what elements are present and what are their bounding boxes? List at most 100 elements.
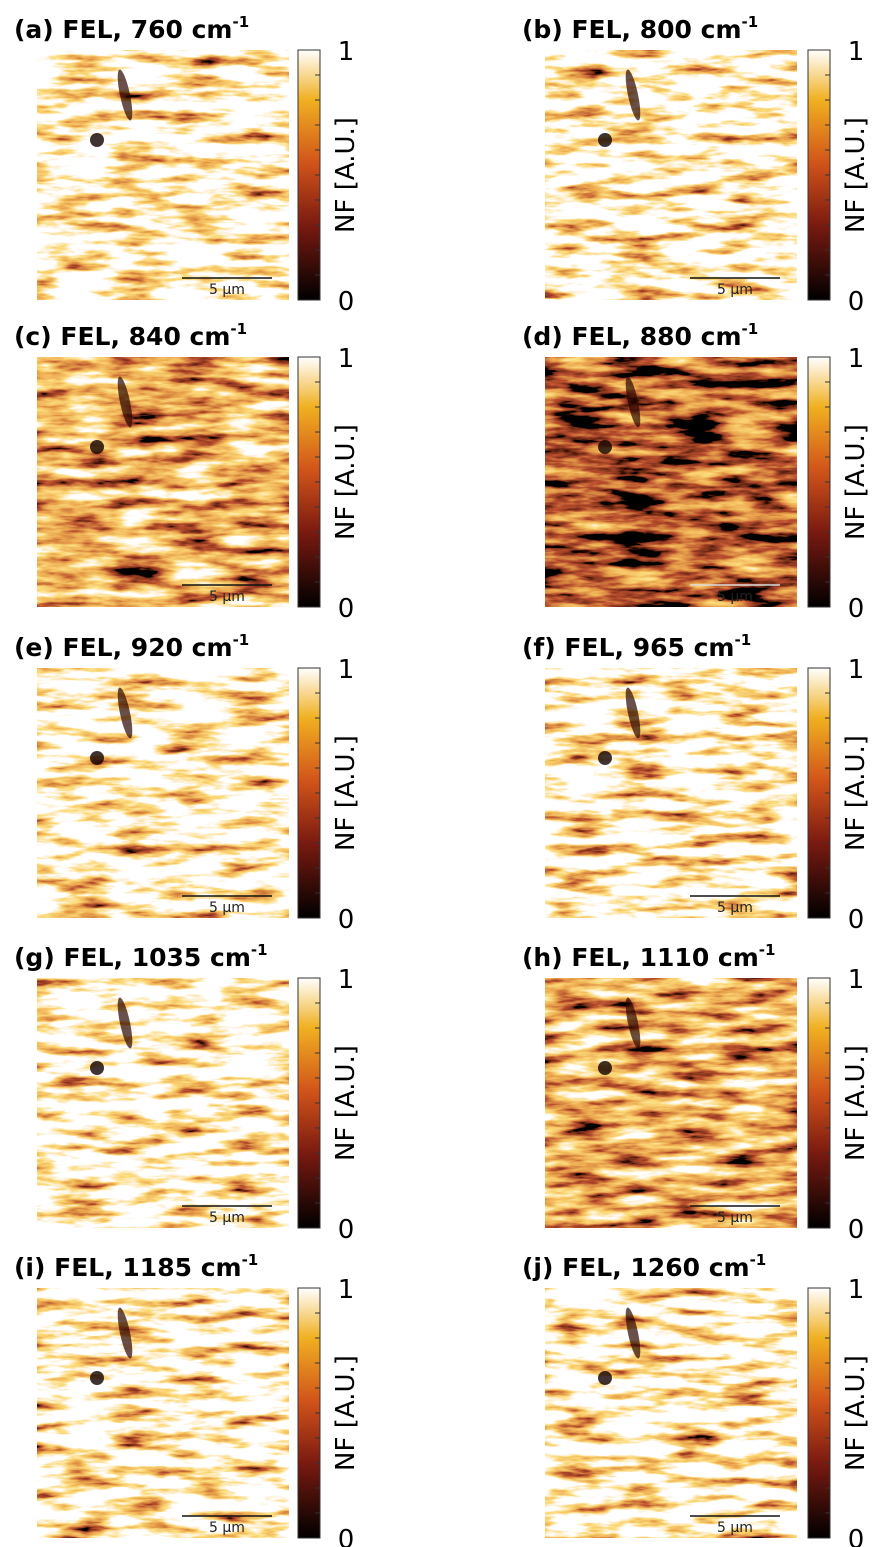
defect — [598, 133, 612, 147]
panel: (d) FEL, 880 cm-1 5 µm 1 0 NF [A.U.] — [522, 320, 871, 624]
title-text: (a) FEL, 760 cm — [14, 15, 232, 44]
defect — [90, 1371, 104, 1385]
defect — [625, 687, 641, 739]
title-superscript: -1 — [232, 13, 249, 31]
panel-title: (b) FEL, 800 cm-1 — [522, 13, 758, 44]
colorbar-label: NF [A.U.] — [331, 424, 361, 540]
panel-title: (g) FEL, 1035 cm-1 — [14, 941, 268, 972]
title-text: (c) FEL, 840 cm — [14, 322, 230, 351]
colorbar-min: 0 — [848, 1525, 865, 1547]
title-superscript: -1 — [742, 13, 759, 31]
nf-image — [37, 978, 289, 1228]
colorbar-max: 1 — [848, 655, 865, 685]
panel-title: (j) FEL, 1260 cm-1 — [522, 1251, 766, 1282]
colorbar-min: 0 — [338, 1215, 355, 1245]
colorbar-max: 1 — [848, 1275, 865, 1305]
defect — [117, 997, 133, 1049]
scale-bar-label: 5 µm — [209, 1210, 245, 1226]
defect — [117, 69, 133, 121]
colorbar-label: NF [A.U.] — [331, 1355, 361, 1471]
colorbar-label: NF [A.U.] — [331, 117, 361, 233]
scale-bar-label: 5 µm — [209, 900, 245, 916]
panel-title: (d) FEL, 880 cm-1 — [522, 320, 758, 351]
title-text: (j) FEL, 1260 cm — [522, 1253, 750, 1282]
defect — [90, 751, 104, 765]
panel: (c) FEL, 840 cm-1 5 µm 1 0 NF [A.U.] — [14, 320, 361, 624]
title-text: (i) FEL, 1185 cm — [14, 1253, 242, 1282]
panel-title: (e) FEL, 920 cm-1 — [14, 631, 249, 662]
nf-image — [545, 978, 797, 1228]
defect — [598, 1371, 612, 1385]
nf-image — [37, 357, 289, 607]
title-superscript: -1 — [233, 631, 250, 649]
panel-title: (c) FEL, 840 cm-1 — [14, 320, 247, 351]
panel-title: (h) FEL, 1110 cm-1 — [522, 941, 775, 972]
scale-bar-label: 5 µm — [717, 900, 753, 916]
colorbar-max: 1 — [338, 344, 355, 374]
panel: (i) FEL, 1185 cm-1 5 µm 1 0 NF [A.U.] — [14, 1251, 361, 1547]
colorbar-label: NF [A.U.] — [331, 735, 361, 851]
nf-image — [545, 50, 797, 300]
nf-image — [37, 50, 289, 300]
nf-image — [545, 668, 797, 918]
nf-image — [545, 1288, 797, 1538]
defect — [598, 751, 612, 765]
defect — [598, 1061, 612, 1075]
defect — [625, 997, 641, 1049]
colorbar-label: NF [A.U.] — [841, 1045, 871, 1161]
defect — [117, 687, 133, 739]
colorbar-label: NF [A.U.] — [841, 117, 871, 233]
defect — [90, 440, 104, 454]
nf-image — [37, 668, 289, 918]
panel: (g) FEL, 1035 cm-1 5 µm 1 0 NF [A.U.] — [14, 941, 361, 1245]
panel-title: (f) FEL, 965 cm-1 — [522, 631, 751, 662]
scale-bar-label: 5 µm — [209, 589, 245, 605]
colorbar-max: 1 — [338, 965, 355, 995]
scale-bar-label: 5 µm — [717, 282, 753, 298]
panel: (b) FEL, 800 cm-1 5 µm 1 0 NF [A.U.] — [522, 13, 871, 317]
panel: (h) FEL, 1110 cm-1 5 µm 1 0 NF [A.U.] — [522, 941, 871, 1245]
title-superscript: -1 — [251, 941, 268, 959]
panel: (e) FEL, 920 cm-1 5 µm 1 0 NF [A.U.] — [14, 631, 361, 935]
colorbar-max: 1 — [338, 37, 355, 67]
title-text: (e) FEL, 920 cm — [14, 633, 233, 662]
scale-bar-label: 5 µm — [209, 282, 245, 298]
colorbar-max: 1 — [848, 344, 865, 374]
panel: (a) FEL, 760 cm-1 5 µm 1 0 NF [A.U.] — [14, 13, 361, 317]
panel-title: (a) FEL, 760 cm-1 — [14, 13, 249, 44]
nf-image — [37, 1288, 289, 1538]
scale-bar-label: 5 µm — [209, 1520, 245, 1536]
colorbar-min: 0 — [338, 1525, 355, 1547]
title-text: (f) FEL, 965 cm — [522, 633, 734, 662]
defect — [625, 1307, 641, 1359]
defect — [117, 376, 133, 428]
colorbar-min: 0 — [338, 594, 355, 624]
colorbar-min: 0 — [338, 287, 355, 317]
colorbar-max: 1 — [338, 655, 355, 685]
colorbar-max: 1 — [848, 37, 865, 67]
scale-bar-label: 5 µm — [717, 1210, 753, 1226]
defect — [598, 440, 612, 454]
defect — [625, 69, 641, 121]
colorbar-max: 1 — [338, 1275, 355, 1305]
colorbar-min: 0 — [338, 905, 355, 935]
colorbar-min: 0 — [848, 287, 865, 317]
colorbar-min: 0 — [848, 1215, 865, 1245]
panel: (j) FEL, 1260 cm-1 5 µm 1 0 NF [A.U.] — [522, 1251, 871, 1547]
colorbar-min: 0 — [848, 905, 865, 935]
title-superscript: -1 — [734, 631, 751, 649]
title-text: (g) FEL, 1035 cm — [14, 943, 251, 972]
defect — [625, 376, 641, 428]
scale-bar-label: 5 µm — [717, 589, 753, 605]
title-superscript: -1 — [750, 1251, 767, 1269]
title-text: (h) FEL, 1110 cm — [522, 943, 759, 972]
panel-title: (i) FEL, 1185 cm-1 — [14, 1251, 258, 1282]
colorbar-label: NF [A.U.] — [841, 735, 871, 851]
defect — [117, 1307, 133, 1359]
title-text: (b) FEL, 800 cm — [522, 15, 742, 44]
defect — [90, 1061, 104, 1075]
defect — [90, 133, 104, 147]
title-superscript: -1 — [242, 1251, 259, 1269]
title-superscript: -1 — [742, 320, 759, 338]
